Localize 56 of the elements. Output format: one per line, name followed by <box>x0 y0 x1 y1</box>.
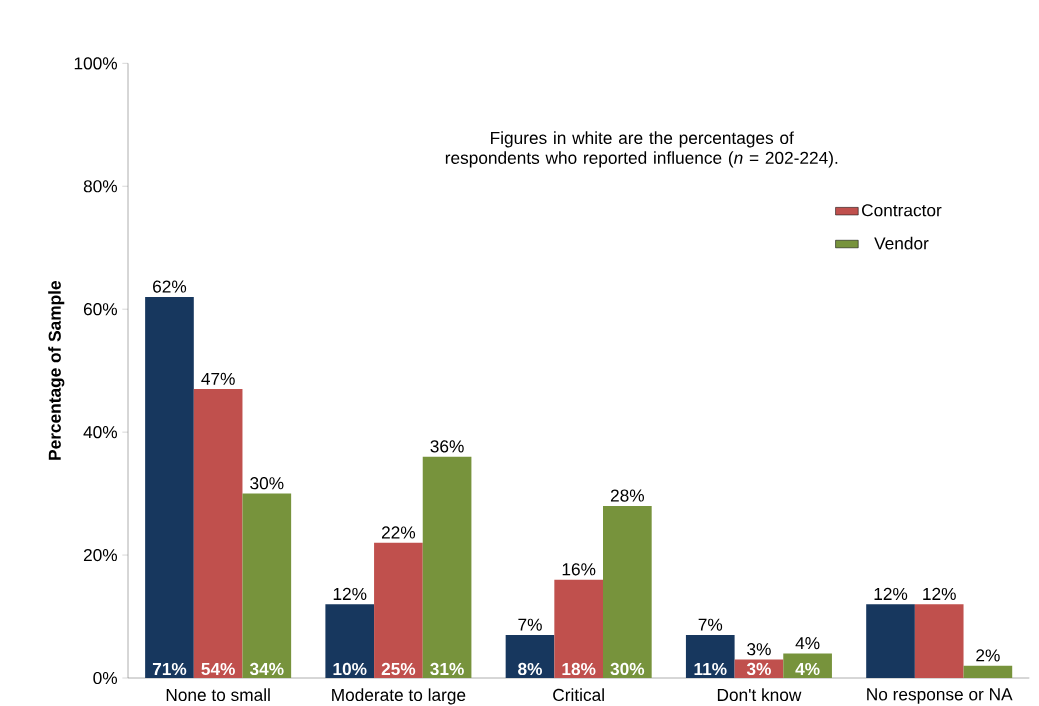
annotation: 4% <box>795 662 820 676</box>
bar <box>603 505 652 678</box>
y-tick-label: 100% <box>74 57 118 70</box>
bar <box>783 653 832 678</box>
legend-label: Contractor <box>862 204 942 217</box>
data-label: 7% <box>698 618 723 631</box>
annotation: 71% <box>152 662 187 676</box>
bar <box>242 493 292 678</box>
bar <box>145 296 194 678</box>
data-label: 36% <box>430 440 464 453</box>
y-tick-label: 0% <box>93 671 118 685</box>
data-label: 2% <box>976 649 1000 662</box>
x-tick-label: None to small <box>166 688 270 702</box>
data-label: 30% <box>250 477 284 490</box>
annotation: 10% <box>333 662 367 676</box>
bar <box>866 604 915 678</box>
x-tick-label: Critical <box>553 688 604 702</box>
bar <box>554 579 604 678</box>
annotation: 31% <box>430 662 464 676</box>
data-label: 47% <box>201 372 235 385</box>
data-label: 62% <box>153 280 187 293</box>
bar <box>914 604 964 678</box>
annotation: Figures in white are the percentages of respondents who reported influence (n = 202-224). <box>445 131 838 168</box>
data-label: 12% <box>923 587 956 600</box>
annotation: 18% <box>562 662 596 676</box>
y-tick-label: 40% <box>83 426 118 439</box>
x-tick-label: Moderate to large <box>332 688 466 705</box>
data-label: 22% <box>381 526 416 539</box>
legend-label: Vendor <box>874 236 929 250</box>
data-label: 4% <box>795 637 820 650</box>
y-tick-label: 80% <box>83 180 118 193</box>
annotation: 34% <box>249 662 284 676</box>
annotation: 8% <box>518 662 543 676</box>
annotation: 54% <box>201 662 235 676</box>
y-axis-title: Percentage of Sample <box>48 281 65 460</box>
y-tick-label: 20% <box>83 548 118 562</box>
annotation: 25% <box>381 662 416 676</box>
x-tick-label: Don't know <box>717 688 802 702</box>
x-tick-label: No response or NA <box>867 688 1013 704</box>
data-label: 16% <box>562 563 596 576</box>
data-label: 3% <box>747 643 771 656</box>
annotation: 30% <box>610 662 645 676</box>
bar <box>374 542 423 678</box>
bar <box>963 665 1013 678</box>
y-tick-label: 60% <box>83 303 118 316</box>
data-label: 7% <box>518 618 542 631</box>
data-label: 12% <box>333 587 367 600</box>
bar <box>325 604 375 678</box>
bar <box>193 389 243 678</box>
bar <box>505 634 555 678</box>
annotation: 11% <box>694 662 727 676</box>
bar <box>422 456 472 678</box>
annotation: 3% <box>746 662 771 676</box>
data-label: 28% <box>610 489 645 502</box>
data-label: 12% <box>874 587 908 600</box>
bar <box>685 634 735 678</box>
